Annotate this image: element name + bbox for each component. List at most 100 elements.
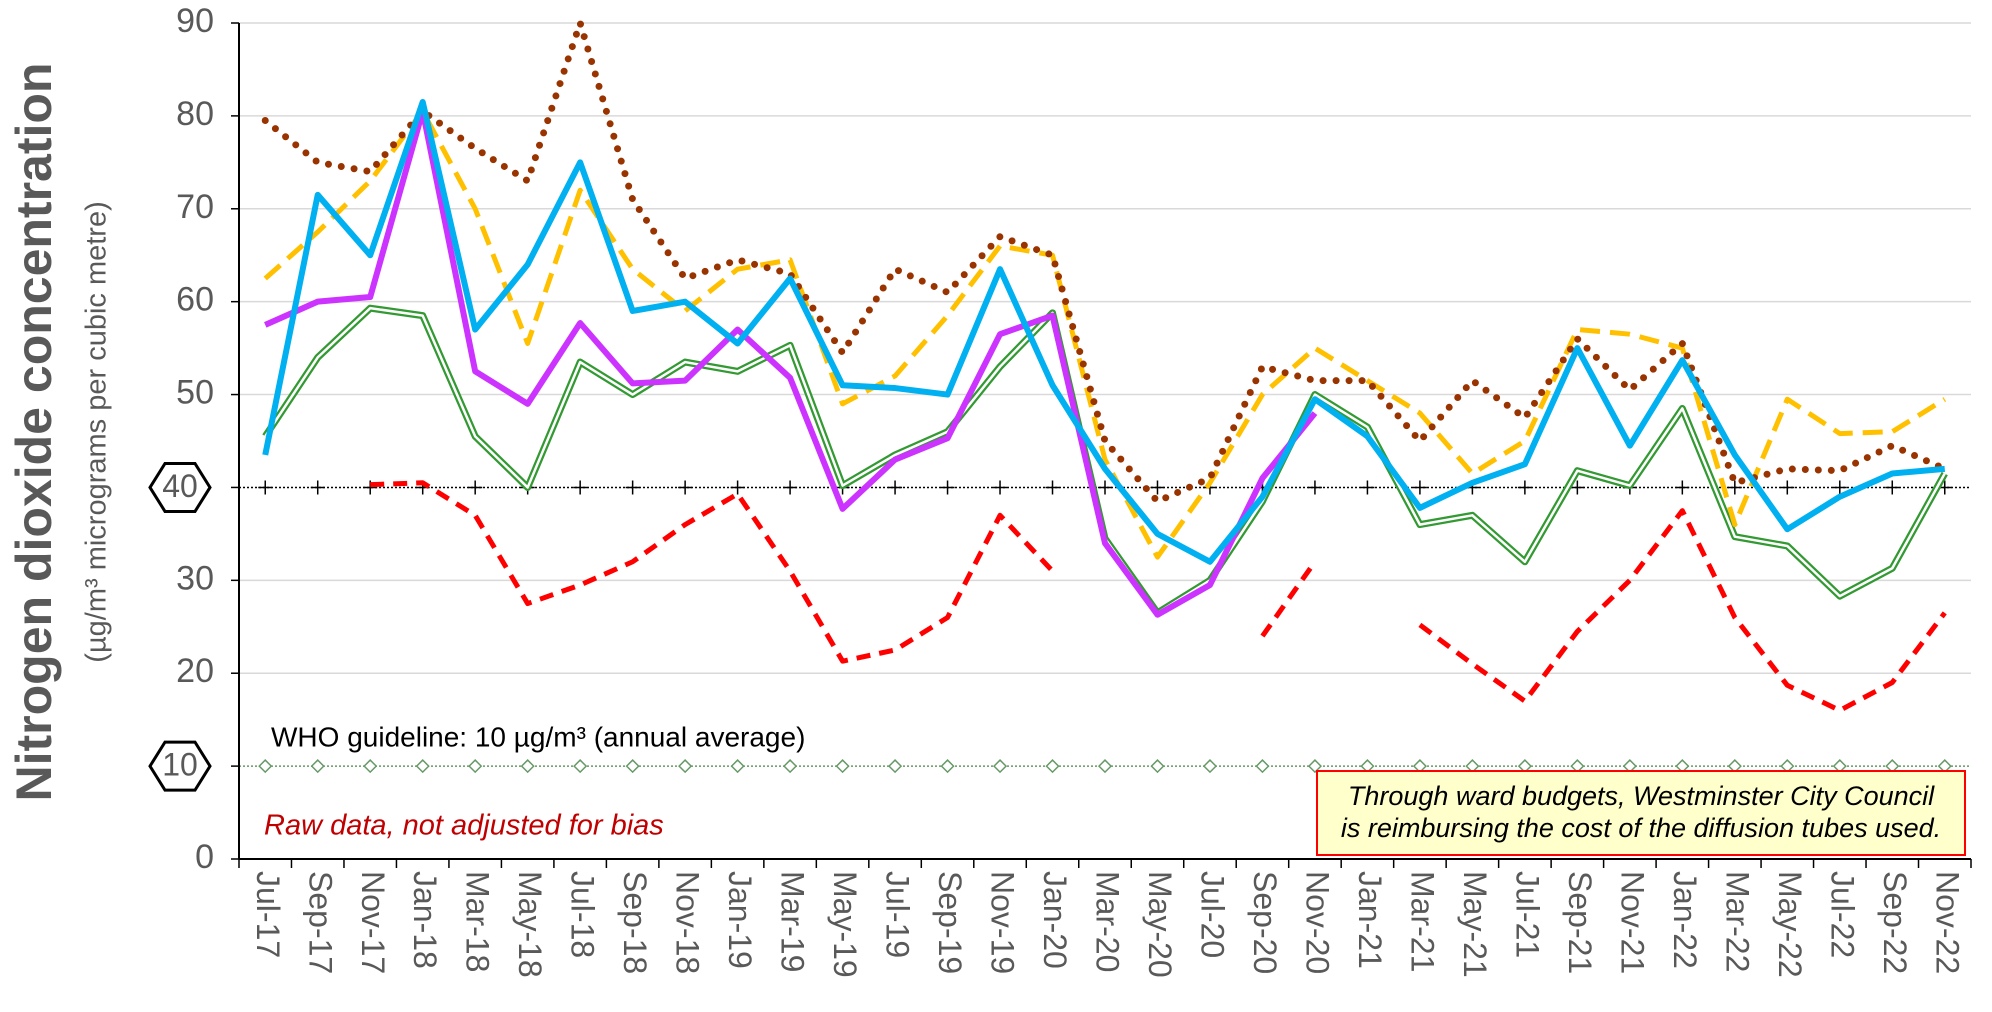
annotation: WHO guideline: 10 µg/m³ (annual average) [271,721,805,752]
reference-marker [310,480,325,495]
reference-marker [1307,480,1322,495]
note-box [1316,770,1966,856]
reference-marker [573,480,588,495]
reference-marker [1780,480,1795,495]
series-line [263,108,1947,560]
reference-marker [992,759,1008,774]
y-tick-label: 90 [176,2,214,40]
x-tick-label: May-19 [827,871,863,978]
reference-marker [1202,759,1218,774]
reference-marker [1255,759,1270,774]
reference-marker [835,759,850,774]
y-tick-label: 80 [176,95,214,133]
x-tick-label: Mar-20 [1090,871,1126,972]
y-tick-label: 50 [176,374,214,412]
y-tick-label: 40 [162,468,198,504]
reference-marker [1412,480,1427,495]
y-tick-label: 60 [176,281,214,319]
reference-marker [1885,480,1900,495]
reference-marker [258,480,273,495]
reference-marker [625,480,640,495]
x-tick-label: Jul-20 [1195,871,1231,958]
series-line [1260,560,1317,638]
reference-marker [1098,480,1112,495]
y-axis-title: Nitrogen dioxide concentration [6,63,62,802]
reference-marker [678,480,693,495]
reference-marker [730,759,745,774]
x-tick-label: May-22 [1772,871,1808,978]
reference-marker [940,480,955,495]
reference-marker [1570,480,1585,495]
note-text: is reimbursing the cost of the diffusion… [1341,813,1941,843]
series-line [370,480,1055,664]
x-tick-label: Nov-17 [355,871,391,974]
reference-marker [678,759,693,774]
reference-marker [520,759,535,774]
x-tick-label: Sep-18 [617,871,653,974]
x-tick-label: Mar-19 [775,871,811,972]
series-line [262,98,1946,565]
reference-marker [415,759,430,774]
reference-marker [783,759,798,774]
x-tick-label: Jul-21 [1509,871,1545,958]
reference-marker [1150,759,1165,774]
tick-hexagon [148,461,212,513]
x-tick-label: Jul-22 [1824,871,1860,958]
x-tick-label: Jan-18 [407,871,443,969]
y-tick-label: 20 [176,652,214,690]
x-tick-label: Mar-21 [1404,871,1440,972]
series-line [264,108,1318,618]
x-tick-label: Jan-19 [722,871,758,969]
x-tick-label: Nov-22 [1929,871,1965,974]
note-text: Through ward budgets, Westminster City C… [1348,781,1935,811]
x-tick-label: Jan-22 [1667,871,1703,969]
reference-marker [468,480,483,495]
x-tick-label: Mar-22 [1719,871,1755,972]
reference-marker [940,759,955,774]
x-tick-label: May-21 [1457,871,1493,978]
x-tick-label: Jan-21 [1352,871,1388,969]
x-tick-label: Jul-19 [880,871,916,958]
reference-marker [1307,759,1323,774]
x-tick-label: Sep-20 [1247,871,1283,974]
y-tick-label: 30 [176,559,214,597]
x-tick-label: Nov-20 [1299,871,1335,974]
y-tick-label: 10 [162,747,198,783]
reference-marker [1097,759,1113,774]
y-tick-label: 70 [176,188,214,226]
x-tick-label: Nov-18 [670,871,706,974]
y-tick-label: 0 [195,838,214,876]
reference-marker [1675,480,1690,495]
reference-marker [993,480,1008,495]
reference-marker [258,759,273,774]
reference-marker [1360,480,1375,495]
reference-marker [625,759,640,774]
reference-marker [888,759,903,774]
x-tick-label: Sep-22 [1877,871,1913,974]
x-tick-label: Sep-19 [932,871,968,974]
x-tick-label: Jul-18 [565,871,601,958]
reference-marker [1832,480,1847,495]
reference-marker [730,480,745,495]
reference-marker [310,759,325,774]
series-line [1418,508,1947,713]
x-tick-label: May-20 [1142,871,1178,978]
x-tick-label: Mar-18 [460,871,496,972]
reference-marker [1045,480,1060,495]
tick-hexagon [148,740,212,792]
x-tick-label: Sep-21 [1562,871,1598,974]
series-line [261,19,1949,505]
x-tick-label: Nov-19 [985,871,1021,974]
reference-marker [888,480,903,495]
x-tick-label: Jul-17 [250,871,286,958]
reference-marker [1045,759,1060,774]
reference-marker [783,480,798,495]
reference-marker [1727,480,1742,495]
y-axis-subtitle: (µg/m³ micrograms per cubic metre) [81,201,113,662]
x-tick-label: Jan-20 [1037,871,1073,969]
reference-marker [1517,480,1532,495]
reference-marker [468,759,483,774]
x-tick-label: May-18 [512,871,548,978]
x-tick-label: Sep-17 [302,871,338,974]
